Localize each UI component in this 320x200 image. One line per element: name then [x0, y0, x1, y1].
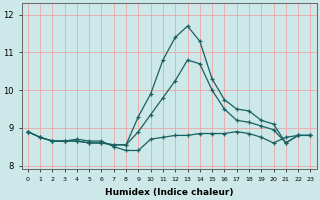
X-axis label: Humidex (Indice chaleur): Humidex (Indice chaleur): [105, 188, 233, 197]
